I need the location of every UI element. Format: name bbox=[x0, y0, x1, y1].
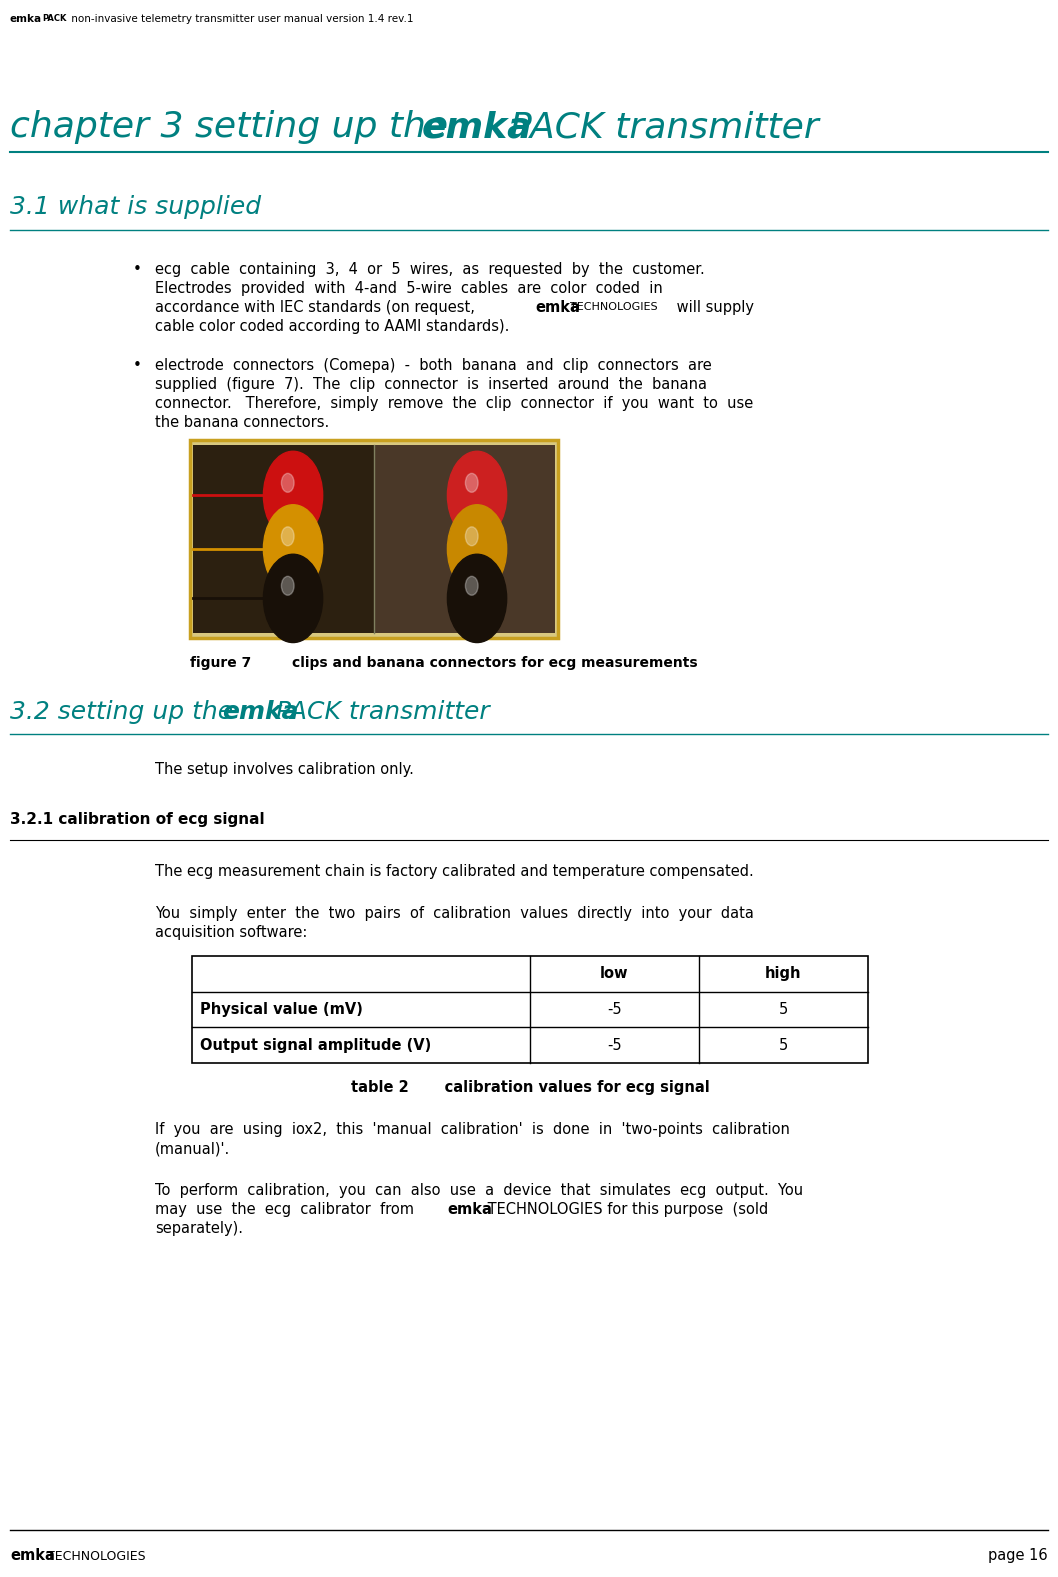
Text: emka: emka bbox=[10, 1549, 55, 1563]
Text: PACK transmitter: PACK transmitter bbox=[276, 700, 490, 724]
Text: separately).: separately). bbox=[156, 1221, 243, 1236]
Text: electrode  connectors  (Comepa)  -  both  banana  and  clip  connectors  are: electrode connectors (Comepa) - both ban… bbox=[156, 358, 712, 374]
Text: Electrodes  provided  with  4-and  5-wire  cables  are  color  coded  in: Electrodes provided with 4-and 5-wire ca… bbox=[156, 281, 662, 296]
Bar bbox=[191, 956, 868, 1063]
Circle shape bbox=[448, 451, 507, 539]
Circle shape bbox=[263, 451, 323, 539]
Circle shape bbox=[448, 554, 507, 642]
Text: 5: 5 bbox=[779, 1038, 788, 1053]
Text: will supply: will supply bbox=[672, 300, 754, 315]
Text: PACK transmitter: PACK transmitter bbox=[510, 110, 819, 144]
Circle shape bbox=[466, 576, 478, 595]
Circle shape bbox=[281, 527, 294, 546]
Text: cable color coded according to AAMI standards).: cable color coded according to AAMI stan… bbox=[156, 319, 509, 334]
Bar bbox=[193, 445, 373, 634]
Text: connector.   Therefore,  simply  remove  the  clip  connector  if  you  want  to: connector. Therefore, simply remove the … bbox=[156, 396, 753, 412]
Text: If  you  are  using  iox2,  this  'manual  calibration'  is  done  in  'two-poin: If you are using iox2, this 'manual cali… bbox=[156, 1121, 790, 1137]
Text: emka: emka bbox=[446, 1202, 492, 1217]
Text: figure 7: figure 7 bbox=[190, 656, 251, 670]
Text: clips and banana connectors for ecg measurements: clips and banana connectors for ecg meas… bbox=[253, 656, 697, 670]
Text: 3.1 what is supplied: 3.1 what is supplied bbox=[10, 196, 261, 219]
Circle shape bbox=[281, 576, 294, 595]
Circle shape bbox=[281, 473, 294, 492]
Text: Physical value (mV): Physical value (mV) bbox=[200, 1001, 363, 1017]
Text: •: • bbox=[133, 262, 142, 278]
Text: •: • bbox=[133, 358, 142, 374]
Text: emka: emka bbox=[222, 700, 298, 724]
Text: TECHNOLOGIES: TECHNOLOGIES bbox=[47, 1550, 146, 1563]
Text: 5: 5 bbox=[779, 1001, 788, 1017]
Text: accordance with IEC standards (on request,: accordance with IEC standards (on reques… bbox=[156, 300, 479, 315]
Text: 3.2 setting up the: 3.2 setting up the bbox=[10, 700, 241, 724]
Text: chapter 3 setting up the: chapter 3 setting up the bbox=[10, 110, 459, 144]
Text: -5: -5 bbox=[607, 1038, 622, 1053]
Text: TECHNOLOGIES for this purpose  (sold: TECHNOLOGIES for this purpose (sold bbox=[484, 1202, 768, 1217]
Text: may  use  the  ecg  calibrator  from: may use the ecg calibrator from bbox=[156, 1202, 423, 1217]
Text: table 2       calibration values for ecg signal: table 2 calibration values for ecg signa… bbox=[350, 1080, 709, 1094]
Circle shape bbox=[448, 505, 507, 593]
Text: To  perform  calibration,  you  can  also  use  a  device  that  simulates  ecg : To perform calibration, you can also use… bbox=[156, 1183, 803, 1199]
Text: -5: -5 bbox=[607, 1001, 622, 1017]
Circle shape bbox=[263, 554, 323, 642]
Text: non-invasive telemetry transmitter user manual version 1.4 rev.1: non-invasive telemetry transmitter user … bbox=[68, 14, 414, 24]
Circle shape bbox=[466, 527, 478, 546]
Text: ecg  cable  containing  3,  4  or  5  wires,  as  requested  by  the  customer.: ecg cable containing 3, 4 or 5 wires, as… bbox=[156, 262, 705, 278]
Text: high: high bbox=[765, 967, 802, 981]
Bar bbox=[373, 445, 555, 634]
Text: Output signal amplitude (V): Output signal amplitude (V) bbox=[200, 1038, 432, 1053]
Circle shape bbox=[466, 473, 478, 492]
FancyBboxPatch shape bbox=[190, 440, 558, 639]
Text: PACK: PACK bbox=[42, 14, 67, 24]
Text: the banana connectors.: the banana connectors. bbox=[156, 415, 329, 431]
Text: You  simply  enter  the  two  pairs  of  calibration  values  directly  into  yo: You simply enter the two pairs of calibr… bbox=[156, 907, 754, 921]
Text: TECHNOLOGIES: TECHNOLOGIES bbox=[570, 303, 658, 312]
Text: The setup involves calibration only.: The setup involves calibration only. bbox=[156, 762, 414, 777]
Text: (manual)'.: (manual)'. bbox=[156, 1142, 231, 1156]
Text: supplied  (figure  7).  The  clip  connector  is  inserted  around  the  banana: supplied (figure 7). The clip connector … bbox=[156, 377, 707, 393]
Circle shape bbox=[263, 505, 323, 593]
Text: page 16: page 16 bbox=[988, 1549, 1048, 1563]
Text: acquisition software:: acquisition software: bbox=[156, 926, 308, 940]
Text: emka: emka bbox=[422, 110, 532, 144]
Text: The ecg measurement chain is factory calibrated and temperature compensated.: The ecg measurement chain is factory cal… bbox=[156, 864, 753, 878]
Text: 3.2.1 calibration of ecg signal: 3.2.1 calibration of ecg signal bbox=[10, 812, 264, 826]
Text: emka: emka bbox=[10, 14, 42, 24]
Text: emka: emka bbox=[535, 300, 580, 315]
Text: low: low bbox=[600, 967, 628, 981]
